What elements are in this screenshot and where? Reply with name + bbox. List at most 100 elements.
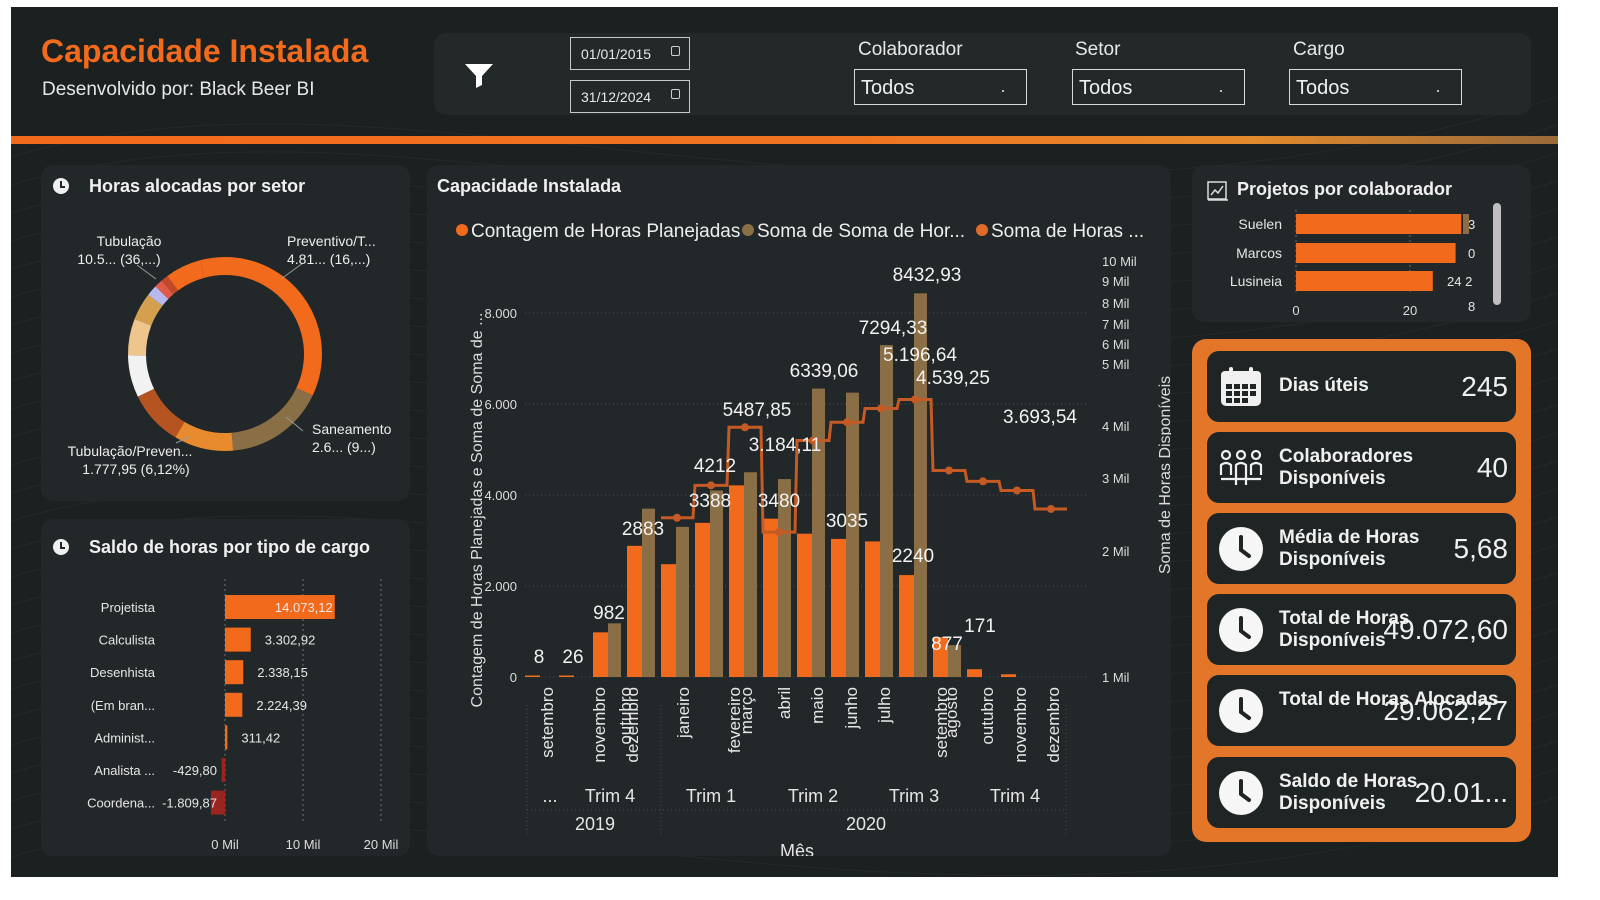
data-label: 171 (964, 616, 996, 637)
kpi-label: Total de Horas Alocadas (1279, 689, 1499, 710)
chevron-down-icon (1437, 90, 1439, 92)
kpi-total-alocadas: Total de Horas Alocadas 29.062,27 (1207, 675, 1516, 746)
line-point (741, 423, 749, 432)
bar-overflow (1463, 214, 1469, 234)
chevron-down-icon (1220, 90, 1222, 92)
bar-soma-hor (710, 490, 723, 677)
value-label: -1.809,87 (162, 796, 217, 811)
header-divider (11, 136, 1558, 144)
month-label: março (737, 687, 756, 734)
kpi-media-horas: Média de Horas Disponíveis 5,68 (1207, 513, 1516, 584)
chevron-down-icon (1002, 90, 1004, 92)
line-point (809, 436, 817, 445)
data-label: 8432,93 (893, 265, 962, 286)
bar-horas-planejadas (967, 669, 982, 677)
y-axis-title: Contagem de Horas Planejadas e Soma de S… (469, 313, 486, 708)
quarter-label: ... (542, 786, 557, 806)
bar-horas-planejadas (593, 632, 608, 677)
kpi-colaboradores: Colaboradores Disponíveis 40 (1207, 432, 1516, 503)
projetos-chart[interactable]: 0 20 Suelen 3 Marcos 0 Lusineia 24 2 8 (1192, 165, 1531, 322)
month-label: outubro (616, 687, 635, 745)
bar-soma-hor (948, 645, 961, 677)
kpi-label: Colaboradores Disponíveis (1279, 446, 1414, 489)
category-label: Analista ... (94, 763, 155, 778)
filter-colaborador-select[interactable]: Todos (854, 69, 1027, 105)
calendar-icon[interactable] (671, 46, 680, 56)
legend-label: Soma de Soma de Hor... (757, 221, 965, 242)
kpi-label: Total de Horas Disponíveis (1279, 608, 1410, 651)
category-label: (Em bran... (91, 698, 155, 713)
data-label: 2240 (892, 546, 934, 567)
bar (225, 627, 251, 652)
bar (1296, 214, 1462, 234)
bar-horas-planejadas (763, 518, 778, 677)
kpi-label: Saldo de Horas Disponíveis (1279, 771, 1418, 814)
category-label: Administ... (94, 730, 155, 745)
legend-label: Contagem de Horas Planejadas (471, 221, 740, 242)
bar (225, 725, 228, 750)
dashboard-frame: Capacidade Instalada Desenvolvido por: B… (11, 7, 1558, 877)
filter-cargo-select[interactable]: Todos (1289, 69, 1462, 105)
bar-horas-planejadas (899, 575, 914, 677)
bar-soma-hor (676, 526, 689, 677)
bar-soma-hor (914, 293, 927, 677)
y2-tick-label: 6 Mil (1102, 337, 1130, 352)
year-label: 2019 (575, 814, 615, 834)
category-label: Marcos (1236, 245, 1282, 261)
people-icon (1219, 449, 1263, 485)
data-label: 3388 (689, 491, 731, 512)
calendar-icon[interactable] (671, 89, 680, 99)
legend-marker (742, 224, 754, 236)
month-label: setembro (538, 687, 557, 758)
date-start-field[interactable]: 01/01/2015 (570, 37, 690, 70)
quarter-label: Trim 2 (788, 786, 838, 806)
bar-soma-hor (846, 392, 859, 677)
donut-label: 2.6... (9...) (312, 439, 376, 455)
horas-setor-title: Horas alocadas por setor (89, 176, 306, 196)
value-label: -429,80 (173, 763, 217, 778)
x-tick-label: 20 Mil (364, 837, 399, 852)
date-end-field[interactable]: 31/12/2024 (570, 80, 690, 113)
kpi-value: 5,68 (1453, 533, 1509, 564)
bar (225, 595, 335, 619)
y2-tick-label: 3 Mil (1102, 471, 1130, 486)
quarter-label: Trim 4 (585, 786, 635, 806)
capacidade-title: Capacidade Instalada (437, 176, 622, 196)
filter-setor-select[interactable]: Todos (1072, 69, 1245, 105)
bar-horas-planejadas (831, 538, 846, 677)
y-tick-label: 6.000 (484, 397, 517, 412)
chart-report-icon (1207, 181, 1228, 201)
bar-horas-planejadas (661, 564, 676, 677)
y2-tick-label: 9 Mil (1102, 274, 1130, 289)
data-label: 3035 (826, 511, 868, 532)
filter-setor-value: Todos (1079, 77, 1133, 99)
clock-icon (53, 539, 69, 555)
data-label: 3.693,54 (1003, 407, 1077, 428)
bar-horas-planejadas (1001, 674, 1016, 677)
data-label: 3.184,11 (749, 435, 822, 456)
month-label: dezembro (1044, 687, 1063, 763)
scrollbar[interactable] (1493, 203, 1501, 305)
bar-horas-planejadas (695, 522, 710, 677)
page-title: Capacidade Instalada (41, 33, 369, 69)
bar-horas-planejadas (729, 485, 744, 677)
filter-cargo-value: Todos (1296, 77, 1350, 99)
bar-horas-planejadas (933, 637, 948, 677)
data-label: 4.539,25 (916, 368, 990, 389)
data-label: 982 (593, 603, 625, 624)
data-label: 8 (534, 647, 545, 668)
kpi-label: Média de Horas Disponíveis (1279, 527, 1420, 570)
line-point (1013, 486, 1021, 495)
capacidade-chart[interactable]: Contagem de Horas Planejadas Soma de Soma… (427, 165, 1171, 856)
line-point (1047, 504, 1055, 513)
y2-tick-label: 10 Mil (1102, 254, 1137, 269)
kpi-value: 20.01... (1414, 777, 1508, 808)
line-point (877, 404, 885, 413)
saldo-cargo-chart[interactable]: 0 Mil 10 Mil 20 Mil Projetista 14.073,12 Calc… (41, 519, 410, 856)
bar (221, 758, 225, 782)
category-label: Coordena... (87, 796, 155, 811)
x-tick-label: 0 (1292, 303, 1299, 318)
horas-setor-chart[interactable]: Tubulação 10.5... (36,...) Preventivo/T.… (41, 165, 410, 501)
y2-axis-title: Soma de Horas Disponíveis (1157, 376, 1171, 574)
funnel-icon[interactable] (464, 63, 494, 89)
